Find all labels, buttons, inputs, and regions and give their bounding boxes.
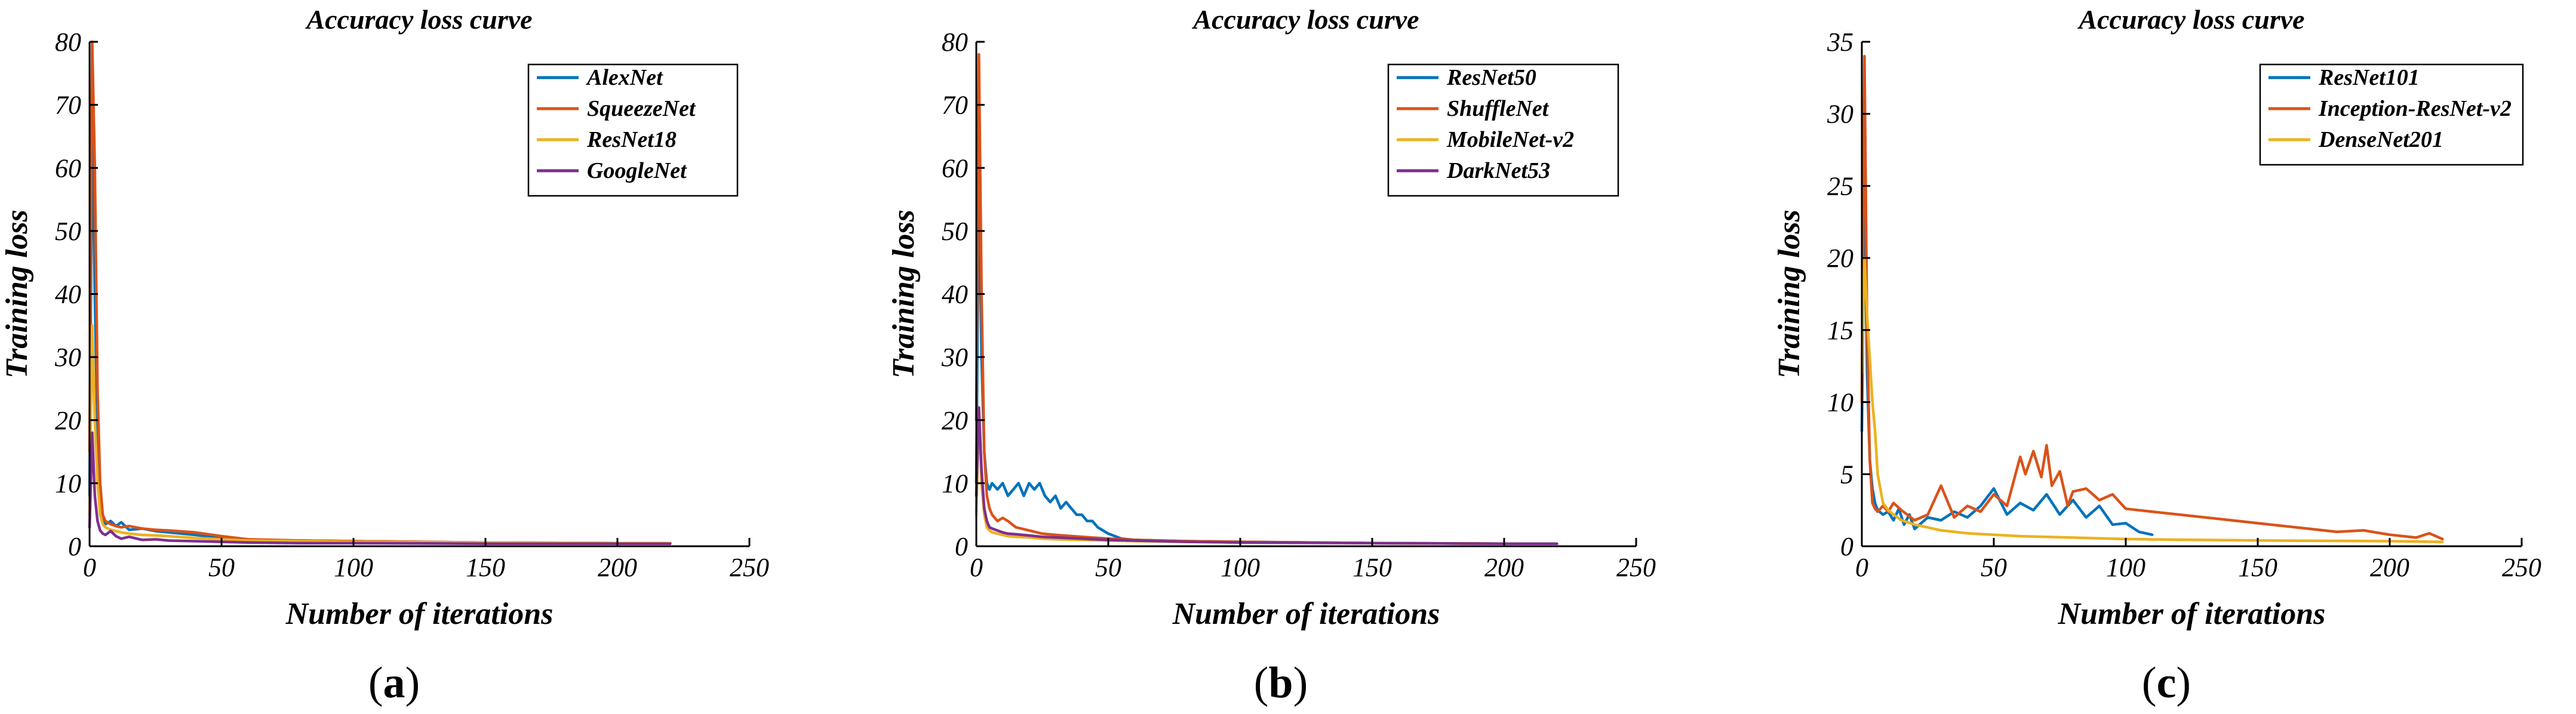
legend-entry: ResNet18 (586, 127, 677, 152)
legend-box (527, 63, 739, 197)
legend-entry: SqueezeNet (587, 96, 696, 121)
y-tick-label: 35 (1827, 27, 1853, 57)
legend-box (1387, 63, 1619, 197)
legend-entry: GoogleNet (587, 158, 687, 183)
x-tick-label: 0 (83, 553, 96, 582)
series-line-densenet201 (1860, 256, 2444, 544)
legend-entry: Inception-ResNet-v2 (2318, 96, 2512, 121)
y-tick-label: 70 (55, 91, 81, 120)
legend-entry: DenseNet201 (2318, 127, 2443, 152)
legend-box (2259, 63, 2524, 166)
y-axis-label: Training loss (0, 210, 34, 378)
y-axis-label: Training loss (1772, 210, 1806, 378)
y-tick-label: 0 (955, 532, 968, 561)
y-tick-label: 50 (942, 217, 968, 246)
x-tick-label: 50 (1095, 553, 1121, 582)
y-tick-label: 5 (1840, 460, 1853, 489)
panel-caption: (b) (1254, 658, 1308, 707)
legend: AlexNet SqueezeNet ResNet18 GoogleNet (527, 63, 739, 197)
x-tick-label: 250 (2502, 553, 2541, 582)
legend-entry: ShuffleNet (1447, 96, 1550, 121)
y-tick-label: 60 (942, 153, 968, 183)
legend-entry: ResNet101 (2318, 65, 2420, 90)
x-tick-label: 100 (334, 553, 373, 582)
chart-panel-c: 0 50 100 150 200 250 0 5 10 15 20 25 30 35 Accuracy lo… (1772, 4, 2541, 707)
legend-entry: ResNet50 (1446, 65, 1536, 90)
legend-entry: DarkNet53 (1446, 158, 1550, 183)
x-tick-label: 0 (1855, 553, 1868, 582)
y-axis-label: Training loss (887, 210, 921, 378)
y-tick-label: 0 (68, 532, 81, 561)
x-tick-label: 100 (2106, 553, 2145, 582)
y-tick-label: 40 (942, 280, 968, 309)
y-tick-label: 80 (55, 27, 81, 57)
chart-title: Accuracy loss curve (2077, 4, 2304, 35)
x-tick-label: 50 (1981, 553, 2007, 582)
x-axis-label: Number of iterations (2058, 597, 2326, 631)
series-line-resnet50 (975, 167, 1558, 546)
x-tick-label: 150 (2238, 553, 2277, 582)
y-tick-label: 25 (1827, 171, 1853, 201)
x-tick-label: 0 (970, 553, 983, 582)
legend-entry: MobileNet-v2 (1446, 127, 1574, 152)
x-axis-label: Number of iterations (285, 597, 554, 631)
y-tick-label: 20 (1827, 244, 1853, 273)
x-tick-label: 200 (2370, 553, 2409, 582)
y-tick-label: 20 (942, 406, 968, 435)
series-line-darknet53 (975, 406, 1558, 546)
series-line-mobilenet-v2 (975, 406, 1558, 546)
series-line-resnet101 (1860, 184, 2154, 536)
panel-caption: (a) (368, 658, 420, 707)
x-tick-label: 50 (208, 553, 235, 582)
series-line-resnet18 (88, 324, 672, 544)
x-tick-label: 250 (730, 553, 769, 582)
y-tick-label: 50 (55, 217, 81, 246)
chart-title: Accuracy loss curve (1191, 4, 1419, 35)
y-tick-label: 30 (1827, 100, 1853, 129)
x-tick-label: 200 (598, 553, 637, 582)
x-tick-label: 150 (466, 553, 505, 582)
y-tick-label: 60 (55, 153, 81, 183)
x-tick-label: 150 (1352, 553, 1392, 582)
series-line-inception-resnet-v2 (1860, 54, 2444, 541)
chart-title: Accuracy loss curve (305, 4, 532, 35)
chart-panel-b: 0 50 100 150 200 250 0 10 20 30 40 50 60 70 80 Accuracy… (887, 4, 1656, 707)
y-tick-label: 70 (942, 91, 968, 120)
panel-caption: (c) (2142, 658, 2191, 707)
x-tick-label: 100 (1221, 553, 1260, 582)
y-tick-label: 10 (942, 469, 968, 498)
y-tick-label: 20 (55, 406, 81, 435)
y-tick-label: 30 (54, 343, 81, 372)
y-tick-label: 10 (1827, 388, 1853, 417)
y-tick-label: 10 (55, 469, 81, 498)
y-tick-label: 40 (55, 280, 81, 309)
y-tick-label: 80 (942, 27, 968, 57)
x-tick-label: 200 (1484, 553, 1524, 582)
series-line-googlenet (88, 431, 672, 546)
y-tick-label: 30 (941, 343, 968, 372)
legend: ResNet50 ShuffleNet MobileNet-v2 DarkNet53 (1387, 63, 1619, 197)
legend: ResNet101 Inception-ResNet-v2 DenseNet201 (2259, 63, 2524, 166)
legend-entry: AlexNet (586, 65, 663, 90)
chart-panel-a: 0 50 100 150 200 250 0 10 20 30 40 50 60 70 80 Accuracy… (0, 4, 769, 707)
x-axis-label: Number of iterations (1172, 597, 1440, 631)
x-tick-label: 250 (1616, 553, 1656, 582)
y-tick-label: 0 (1840, 532, 1853, 561)
y-tick-label: 15 (1827, 316, 1853, 345)
